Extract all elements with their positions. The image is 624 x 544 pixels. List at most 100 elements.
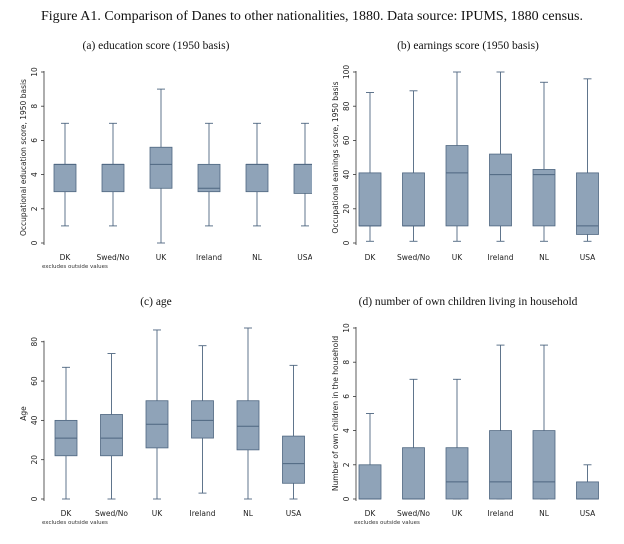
y-tick-label: 80	[342, 101, 351, 111]
box-usa	[282, 364, 305, 500]
box-nl	[532, 81, 556, 242]
iqr-box	[402, 172, 425, 227]
box-ireland	[489, 71, 512, 242]
y-axis-label: Age	[19, 406, 28, 421]
figure-title: Figure A1. Comparison of Danes to other …	[40, 9, 584, 24]
category-label: USA	[286, 509, 302, 518]
iqr-box	[101, 163, 125, 193]
category-label: UK	[156, 253, 167, 262]
box-dk	[54, 366, 78, 500]
panel-title: (a) education score (1950 basis)	[83, 40, 230, 52]
iqr-box	[402, 447, 425, 500]
panel-title: (c) age	[140, 296, 172, 308]
category-label: UK	[452, 253, 463, 262]
iqr-box	[149, 146, 173, 189]
y-tick-label: 20	[342, 204, 351, 214]
box-nl	[532, 344, 556, 500]
iqr-box	[489, 153, 512, 227]
iqr-box	[282, 435, 305, 484]
iqr-box	[358, 464, 382, 500]
category-label: Ireland	[196, 253, 222, 262]
box-dk	[53, 122, 77, 227]
category-label: UK	[452, 509, 463, 518]
box-dk	[358, 92, 382, 242]
panel-education: (a) education score (1950 basis) 0 2 4 6 8 10 O…	[0, 34, 317, 288]
category-label: DK	[60, 253, 72, 262]
category-label: USA	[580, 509, 596, 518]
y-tick-label: 0	[342, 240, 351, 245]
iqr-box	[445, 145, 469, 227]
iqr-box	[358, 172, 382, 227]
outside-values-note: excludes outside values	[42, 520, 108, 526]
box-uk	[145, 329, 169, 500]
iqr-box	[576, 481, 599, 500]
iqr-box	[576, 172, 599, 235]
iqr-box	[197, 163, 221, 193]
y-axis-label: Occupational education score, 1950 basis	[19, 79, 28, 236]
category-label: DK	[61, 509, 73, 518]
category-label: NL	[243, 509, 254, 518]
iqr-box	[532, 169, 556, 227]
category-label: Swed/No	[397, 509, 430, 518]
chart-earnings-score: (b) earnings score (1950 basis) 0 20 40 60 80…	[331, 40, 599, 262]
category-label: Swed/No	[97, 253, 130, 262]
y-tick-label: 40	[30, 415, 39, 425]
box-dk	[358, 413, 382, 500]
y-tick-label: 6	[30, 138, 39, 143]
y-tick-label: 8	[342, 360, 351, 365]
y-tick-label: 100	[342, 65, 351, 80]
category-label: NL	[539, 509, 550, 518]
panel-children: (d) number of own children living in hou…	[312, 290, 624, 544]
outside-values-note: excludes outside values	[42, 264, 108, 270]
box-swedno	[402, 378, 425, 500]
y-tick-label: 60	[30, 376, 39, 386]
y-tick-label: 2	[342, 462, 351, 467]
category-label: Ireland	[488, 509, 514, 518]
box-usa	[576, 78, 599, 242]
category-label: USA	[297, 253, 312, 262]
panel-age: (c) age 0 20 40 60 80 Age DK Swed/No UK Ireland NL U…	[0, 290, 312, 544]
iqr-box	[191, 400, 214, 439]
iqr-box	[532, 430, 556, 500]
y-tick-label: 10	[30, 67, 39, 77]
box-uk	[445, 71, 469, 242]
iqr-box	[236, 400, 260, 451]
iqr-box	[53, 163, 77, 193]
y-axis-label: Number of own children in the household	[331, 336, 340, 491]
y-tick-label: 0	[30, 240, 39, 245]
iqr-box	[445, 447, 469, 500]
box-swedno	[101, 122, 125, 227]
category-label: Swed/No	[95, 509, 128, 518]
iqr-box	[489, 430, 512, 500]
y-tick-label: 0	[342, 496, 351, 501]
box-ireland	[191, 345, 214, 494]
chart-education-score: (a) education score (1950 basis) 0 2 4 6 8 10O…	[19, 40, 317, 270]
outside-values-note: excludes outside values	[354, 520, 420, 526]
category-label: DK	[365, 253, 377, 262]
chart-age: (c) age 0 20 40 60 80 Age DK Swed/No UK Ireland NL U…	[19, 296, 305, 526]
iqr-box	[245, 163, 269, 193]
y-tick-label: 6	[342, 394, 351, 399]
y-tick-label: 4	[342, 428, 351, 433]
iqr-box	[293, 163, 317, 194]
box-nl	[236, 327, 260, 500]
y-tick-label: 0	[30, 496, 39, 501]
panel-title: (d) number of own children living in hou…	[359, 296, 578, 308]
category-label: NL	[539, 253, 550, 262]
panel-earnings: (b) earnings score (1950 basis) 0 20 40 60 80…	[312, 34, 624, 288]
category-label: DK	[365, 509, 377, 518]
chart-own-children: (d) number of own children living in hou…	[331, 296, 599, 526]
iqr-box	[100, 414, 123, 457]
box-uk	[149, 88, 173, 244]
y-tick-label: 20	[30, 455, 39, 465]
box-uk	[445, 378, 469, 500]
box-swedno	[402, 90, 425, 242]
y-tick-label: 10	[342, 323, 351, 333]
category-label: UK	[152, 509, 163, 518]
y-tick-label: 40	[342, 170, 351, 180]
box-nl	[245, 122, 269, 227]
box-swedno	[100, 353, 123, 500]
box-usa	[293, 122, 317, 227]
panel-title: (b) earnings score (1950 basis)	[397, 40, 539, 52]
category-label: Ireland	[190, 509, 216, 518]
